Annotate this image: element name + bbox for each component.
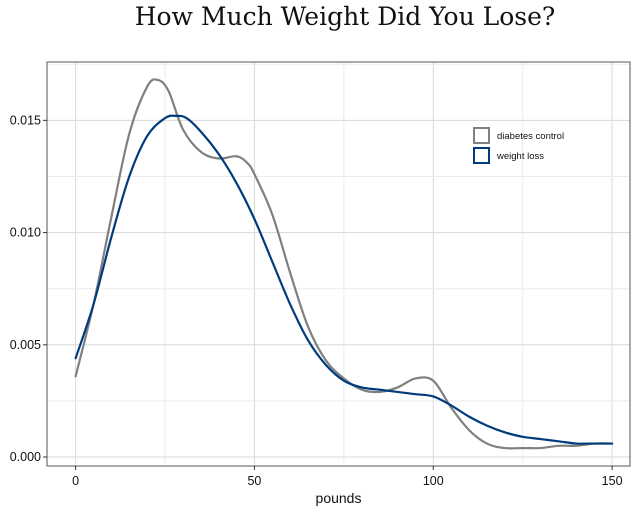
tick-layer: 0 50 100 150 0.000 0.005 0.010 0.015 bbox=[10, 113, 623, 488]
x-axis-label: pounds bbox=[316, 490, 362, 506]
y-tick-label: 0.000 bbox=[10, 450, 41, 464]
legend-key-2 bbox=[473, 147, 490, 164]
y-tick-label: 0.015 bbox=[10, 113, 41, 127]
legend-label-1: diabetes control bbox=[497, 131, 564, 142]
series-layer bbox=[74, 78, 614, 450]
x-tick-label: 50 bbox=[247, 474, 261, 488]
y-tick-label: 0.010 bbox=[10, 226, 41, 240]
legend-label-2: weight loss bbox=[496, 151, 544, 162]
y-tick-label: 0.005 bbox=[10, 338, 41, 352]
legend: diabetes control weight loss bbox=[473, 127, 564, 164]
legend-key-1 bbox=[473, 127, 490, 144]
grid-layer bbox=[47, 62, 630, 466]
series-line-2 bbox=[74, 114, 614, 445]
x-tick-label: 150 bbox=[602, 474, 623, 488]
x-tick-label: 0 bbox=[72, 474, 79, 488]
chart-title: How Much Weight Did You Lose? bbox=[134, 2, 556, 31]
plot-frame bbox=[46, 61, 631, 467]
series-line-1 bbox=[74, 78, 614, 450]
x-tick-label: 100 bbox=[423, 474, 444, 488]
